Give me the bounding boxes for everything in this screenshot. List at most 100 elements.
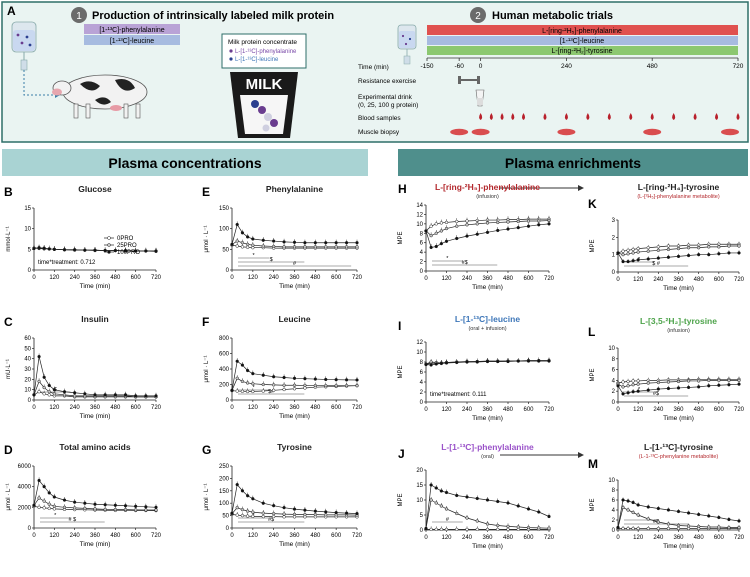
data-point	[93, 507, 97, 511]
step2-bar-tyrosine	[427, 46, 738, 55]
data-point	[485, 498, 490, 502]
step2-bar-phenylalanine-label: L-[ring-²H₅]-phenylalanine	[542, 28, 622, 35]
data-point	[154, 508, 158, 512]
milk-box-line1: L-[1-¹³C]-phenylalanine	[235, 49, 297, 55]
data-point	[676, 386, 681, 390]
series-25pro	[32, 494, 158, 512]
data-point	[636, 382, 640, 386]
data-point	[455, 511, 459, 516]
y-tick-label: 800	[219, 336, 230, 342]
y-tick-label: 100	[219, 501, 230, 507]
x-tick-label: 600	[131, 405, 142, 411]
data-point	[73, 500, 77, 504]
data-point	[235, 506, 239, 510]
x-axis-label: Time (min)	[80, 413, 111, 420]
blood-drop-icon	[500, 113, 504, 120]
series-25pro	[424, 497, 551, 531]
y-tick-label: 250	[219, 464, 230, 470]
data-point	[434, 222, 438, 226]
x-tick-label: 600	[131, 275, 142, 281]
y-tick-label: 0	[420, 528, 424, 534]
data-point	[646, 526, 650, 531]
data-point	[631, 383, 635, 387]
x-tick-label: 120	[49, 533, 60, 539]
data-point	[282, 506, 286, 510]
data-point	[444, 527, 449, 532]
data-point	[355, 245, 359, 249]
data-point	[646, 249, 650, 253]
x-tick-label: 480	[503, 535, 514, 541]
data-point	[636, 250, 640, 254]
x-tick-label: 0	[32, 533, 36, 539]
data-point	[697, 524, 701, 529]
data-point	[434, 244, 438, 249]
data-point	[646, 257, 650, 261]
data-point	[245, 389, 250, 394]
series-line	[33, 356, 156, 397]
series-100pro	[616, 250, 741, 264]
data-point	[537, 359, 541, 363]
y-tick-label: 50	[222, 247, 229, 253]
data-point	[83, 248, 87, 252]
data-point	[230, 388, 234, 392]
data-point	[646, 505, 650, 509]
x-tick-label: 0	[230, 275, 234, 281]
data-point	[424, 229, 428, 233]
data-point	[631, 251, 635, 255]
arrow-head-h-k	[578, 185, 584, 191]
x-tick-label: 240	[653, 535, 664, 541]
y-tick-label: 6	[420, 370, 424, 376]
blood-drop-icon	[629, 113, 633, 120]
panel-letter: C	[4, 315, 13, 329]
legend-marker	[107, 236, 111, 240]
cow-icon	[52, 74, 148, 119]
data-point	[717, 383, 721, 387]
x-tick-label: 720	[352, 405, 363, 411]
data-point	[235, 222, 239, 227]
x-tick-label: 360	[289, 533, 300, 539]
y-tick-label: 100	[219, 227, 230, 233]
data-point	[37, 354, 41, 359]
y-tick-label: 4	[420, 250, 424, 256]
data-point	[47, 502, 51, 506]
legend-entry: 100PRO	[117, 250, 140, 256]
data-point	[103, 503, 107, 507]
x-tick-label: 480	[694, 535, 705, 541]
y-tick-label: 30	[24, 367, 31, 373]
data-point	[439, 527, 444, 532]
data-point	[636, 526, 640, 531]
y-tick-label: 10	[24, 227, 31, 233]
data-point	[144, 249, 148, 253]
data-point	[429, 498, 433, 502]
x-tick-label: 480	[694, 277, 705, 283]
blood-sample-drops	[479, 113, 740, 120]
data-point	[303, 512, 307, 517]
x-tick-label: 240	[70, 533, 81, 539]
data-point	[656, 520, 660, 524]
blood-drop-icon	[650, 113, 654, 120]
x-tick-label: 600	[714, 535, 725, 541]
data-point	[47, 390, 51, 394]
step2-bar-leucine	[427, 36, 738, 45]
iv-bag-icon-right	[397, 24, 417, 65]
data-point	[52, 495, 56, 499]
legend-entry: 0PRO	[117, 236, 134, 242]
data-point	[686, 379, 691, 383]
data-point	[444, 226, 449, 231]
y-tick-label: 14	[416, 203, 423, 209]
data-point	[707, 514, 711, 518]
row-label-time: Time (min)	[358, 64, 389, 71]
x-tick-label: 240	[269, 275, 280, 281]
data-point	[324, 384, 328, 388]
x-tick-label: 720	[352, 275, 363, 281]
x-tick-label: 360	[673, 407, 684, 413]
step1-title: Production of intrinsically labeled milk…	[92, 10, 334, 22]
significance-symbol: # $	[69, 517, 77, 523]
data-point	[429, 363, 433, 367]
x-tick-label: 600	[523, 535, 534, 541]
data-point	[455, 219, 459, 224]
data-point	[37, 478, 41, 483]
data-point	[240, 231, 245, 235]
data-point	[272, 514, 276, 519]
data-point	[516, 525, 520, 529]
